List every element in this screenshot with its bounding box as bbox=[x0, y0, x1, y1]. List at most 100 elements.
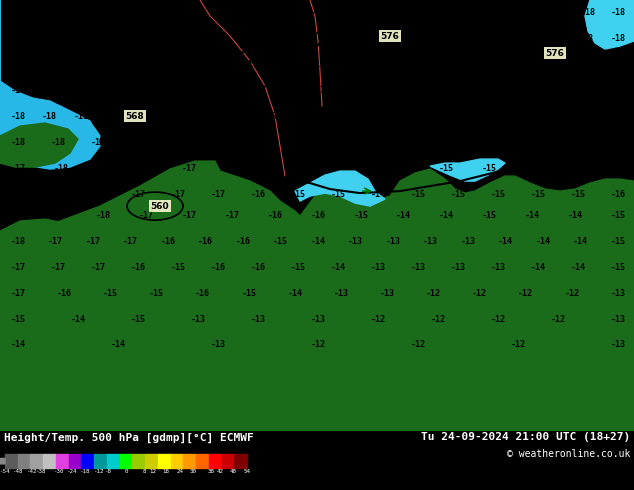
Text: -16: -16 bbox=[453, 34, 468, 43]
Text: -18: -18 bbox=[611, 8, 626, 18]
Bar bbox=[221, 454, 235, 468]
Text: -18: -18 bbox=[579, 34, 594, 43]
Bar bbox=[209, 454, 221, 468]
Text: -18: -18 bbox=[611, 86, 626, 95]
Text: -19: -19 bbox=[131, 8, 145, 18]
Text: -16: -16 bbox=[250, 263, 266, 272]
Text: -12: -12 bbox=[491, 315, 505, 323]
Text: -17: -17 bbox=[311, 86, 325, 95]
Text: -17: -17 bbox=[225, 211, 240, 220]
Text: -17: -17 bbox=[516, 112, 531, 121]
Text: -15: -15 bbox=[410, 190, 425, 198]
Text: -13: -13 bbox=[611, 289, 626, 298]
Text: -12: -12 bbox=[510, 341, 526, 349]
Text: -18: -18 bbox=[44, 60, 59, 69]
Polygon shape bbox=[0, 0, 100, 163]
Text: -15: -15 bbox=[531, 190, 545, 198]
Bar bbox=[158, 454, 171, 468]
Text: -17: -17 bbox=[131, 190, 145, 198]
Text: -17: -17 bbox=[48, 237, 63, 246]
Text: -14: -14 bbox=[11, 341, 25, 349]
Text: -20: -20 bbox=[101, 8, 115, 18]
Text: -16: -16 bbox=[453, 112, 468, 121]
Text: -16: -16 bbox=[410, 86, 425, 95]
Text: 24: 24 bbox=[176, 469, 183, 474]
Text: -12: -12 bbox=[564, 289, 579, 298]
Text: -20: -20 bbox=[70, 8, 86, 18]
Text: -14: -14 bbox=[287, 289, 302, 298]
Bar bbox=[68, 454, 81, 468]
Text: -17: -17 bbox=[171, 190, 186, 198]
Text: -15: -15 bbox=[149, 289, 164, 298]
Text: -16: -16 bbox=[160, 237, 176, 246]
Text: -13: -13 bbox=[611, 341, 626, 349]
Text: 48: 48 bbox=[230, 469, 237, 474]
Text: -15: -15 bbox=[290, 190, 306, 198]
Text: 42: 42 bbox=[217, 469, 224, 474]
Text: -24: -24 bbox=[67, 469, 77, 474]
Text: © weatheronline.co.uk: © weatheronline.co.uk bbox=[507, 449, 630, 459]
Text: -17: -17 bbox=[550, 8, 566, 18]
Text: 38: 38 bbox=[208, 469, 215, 474]
Text: -16: -16 bbox=[330, 138, 346, 147]
Bar bbox=[94, 454, 107, 468]
Text: -19: -19 bbox=[160, 8, 176, 18]
Text: -38: -38 bbox=[36, 469, 46, 474]
Text: -16: -16 bbox=[477, 86, 492, 95]
Text: -18: -18 bbox=[105, 112, 120, 121]
Text: -18: -18 bbox=[263, 34, 278, 43]
Text: -16: -16 bbox=[460, 8, 476, 18]
Text: -16: -16 bbox=[198, 237, 213, 246]
Text: -18: -18 bbox=[53, 164, 68, 172]
Polygon shape bbox=[0, 219, 70, 266]
Text: -20: -20 bbox=[200, 34, 215, 43]
Text: -18: -18 bbox=[77, 60, 92, 69]
Text: -18: -18 bbox=[277, 86, 292, 95]
Text: -18: -18 bbox=[221, 8, 235, 18]
Text: -12: -12 bbox=[430, 315, 446, 323]
Text: -18: -18 bbox=[131, 138, 145, 147]
Text: -18: -18 bbox=[263, 112, 278, 121]
Text: -13: -13 bbox=[250, 315, 266, 323]
Text: -15: -15 bbox=[451, 190, 465, 198]
Text: 12: 12 bbox=[150, 469, 157, 474]
Text: -16: -16 bbox=[195, 289, 210, 298]
Bar bbox=[81, 454, 94, 468]
Text: -15: -15 bbox=[389, 112, 404, 121]
Text: -14: -14 bbox=[396, 211, 411, 220]
Text: -15: -15 bbox=[611, 211, 626, 220]
Text: -15: -15 bbox=[242, 289, 256, 298]
Text: -17: -17 bbox=[11, 164, 25, 172]
Text: -13: -13 bbox=[210, 341, 226, 349]
Text: -17: -17 bbox=[210, 190, 226, 198]
Text: -16: -16 bbox=[410, 138, 425, 147]
Text: -15: -15 bbox=[482, 164, 497, 172]
Text: -12: -12 bbox=[311, 341, 325, 349]
Text: -19: -19 bbox=[41, 8, 56, 18]
Text: -17: -17 bbox=[544, 60, 559, 69]
Text: -19: -19 bbox=[190, 8, 205, 18]
Text: -16: -16 bbox=[210, 263, 226, 272]
Bar bbox=[43, 454, 56, 468]
Text: -19: -19 bbox=[137, 112, 152, 121]
Text: -18: -18 bbox=[42, 112, 57, 121]
Text: -13: -13 bbox=[380, 289, 395, 298]
Bar bbox=[235, 454, 247, 468]
Bar bbox=[145, 454, 158, 468]
Text: -12: -12 bbox=[550, 315, 566, 323]
Text: -19: -19 bbox=[169, 112, 183, 121]
Text: -17: -17 bbox=[290, 138, 306, 147]
Text: -19: -19 bbox=[210, 86, 226, 95]
Text: -16: -16 bbox=[421, 34, 436, 43]
Text: Tu 24-09-2024 21:00 UTC (18+27): Tu 24-09-2024 21:00 UTC (18+27) bbox=[421, 432, 630, 442]
Text: -15: -15 bbox=[330, 190, 346, 198]
Polygon shape bbox=[430, 159, 505, 181]
Text: -17: -17 bbox=[268, 164, 283, 172]
Text: -16: -16 bbox=[430, 8, 446, 18]
Text: -17: -17 bbox=[91, 263, 105, 272]
Text: -16: -16 bbox=[131, 263, 145, 272]
Text: -17: -17 bbox=[182, 164, 197, 172]
Text: -13: -13 bbox=[460, 237, 476, 246]
Text: -13: -13 bbox=[311, 315, 325, 323]
Text: Height/Temp. 500 hPa [gdmp][°C] ECMWF: Height/Temp. 500 hPa [gdmp][°C] ECMWF bbox=[4, 432, 254, 442]
